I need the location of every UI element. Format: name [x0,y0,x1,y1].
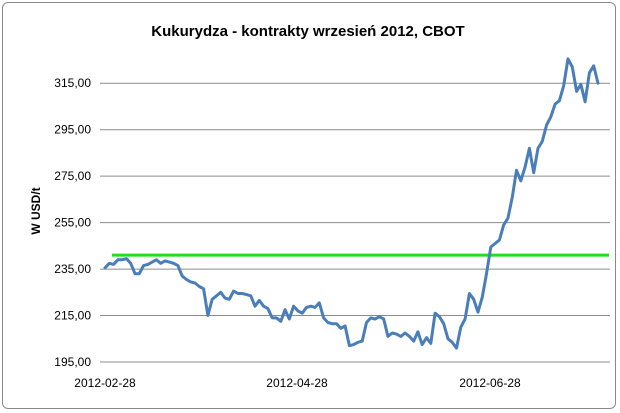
price-series-line [103,57,600,350]
x-tick-label: 2012-02-28 [74,376,136,390]
y-tick-label: 195,00 [54,355,91,369]
y-tick-label: 235,00 [54,262,91,276]
chart-title: Kukurydza - kontrakty wrzesień 2012, CBO… [151,23,464,40]
x-tick-labels: 2012-02-28 2012-04-28 2012-06-28 [74,376,521,390]
x-tick-label: 2012-06-28 [459,376,521,390]
y-tick-label: 275,00 [54,169,91,183]
y-tick-label: 295,00 [54,123,91,137]
gridlines [100,82,610,317]
y-axis-label: W USD/t [29,187,43,234]
y-tick-label: 255,00 [54,216,91,230]
y-tick-label: 215,00 [54,309,91,323]
y-tick-label: 315,00 [54,76,91,90]
x-tick-label: 2012-04-28 [266,376,328,390]
y-tick-labels: 195,00 215,00 235,00 255,00 275,00 295,00 315,… [54,76,91,369]
chart-frame [2,2,616,409]
